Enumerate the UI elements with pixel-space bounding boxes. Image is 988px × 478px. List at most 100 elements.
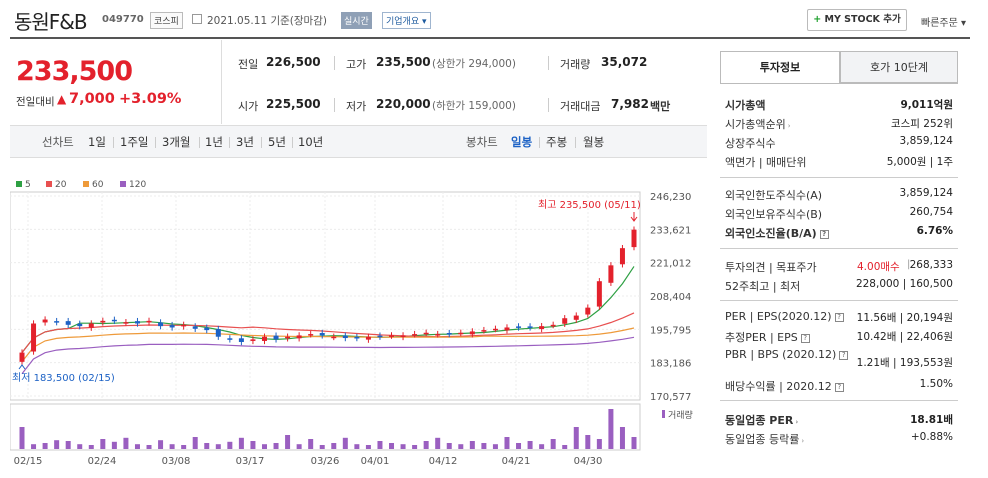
candle-body xyxy=(31,323,37,352)
candle-body xyxy=(250,339,256,341)
market-cap-rank-value: 코스피 252위 xyxy=(890,118,953,130)
shares-label: 상장주식수 xyxy=(725,137,776,150)
high-label: 고가 xyxy=(346,58,367,71)
volume-bar xyxy=(65,441,71,449)
x-tick-label: 04/12 xyxy=(429,456,458,467)
candle-body xyxy=(585,307,591,315)
volume-bar xyxy=(504,437,510,449)
period-5y[interactable]: 5년 xyxy=(268,135,286,149)
candle-body xyxy=(88,323,94,328)
price-date: 2021.05.11 기준(장마감) xyxy=(207,15,327,27)
period-separator xyxy=(199,137,200,148)
company-overview-dropdown[interactable]: 기업개요 ▾ xyxy=(382,12,431,29)
quick-order-dropdown[interactable]: 빠른주문 ▾ xyxy=(921,18,966,29)
change-value: 7,000 xyxy=(69,91,115,107)
chevron-right-icon: › xyxy=(795,418,799,426)
foreign-ratio-text: 외국인소진율(B/A) xyxy=(725,227,817,240)
foreign-ratio-label[interactable]: 외국인소진율(B/A)? xyxy=(725,225,829,241)
invest-divider xyxy=(720,248,958,249)
mystock-add-button[interactable]: + MY STOCK 추가 xyxy=(807,9,907,31)
dividend-label[interactable]: 배당수익률 | 2020.12? xyxy=(725,378,844,394)
current-price: 233,500 xyxy=(16,56,133,87)
info-icon[interactable]: ? xyxy=(834,382,844,392)
period-1d[interactable]: 1일 xyxy=(88,135,106,149)
opinion-value: 4.00매수 xyxy=(857,261,900,273)
moving-averages xyxy=(21,266,635,375)
candle-daily[interactable]: 일봉 xyxy=(511,135,533,149)
volume-legend-swatch xyxy=(662,410,665,418)
volume-bar xyxy=(400,444,406,449)
change-label: 전일대비 xyxy=(16,96,55,108)
tab-orderbook[interactable]: 호가 10단계 xyxy=(840,51,958,83)
volume-bar xyxy=(608,409,614,449)
volume-bars xyxy=(19,409,637,449)
per-label[interactable]: PER | EPS(2020.12)? xyxy=(725,310,844,323)
candle-body xyxy=(619,248,625,265)
candle-body xyxy=(469,331,475,335)
info-icon[interactable]: ? xyxy=(800,333,810,343)
est-per-label[interactable]: 추정PER | EPS? xyxy=(725,329,810,345)
low-label: 저가 xyxy=(346,100,367,113)
period-1y[interactable]: 1년 xyxy=(205,135,223,149)
change-percent: +3.09% xyxy=(119,91,182,107)
candle-body xyxy=(227,338,233,340)
market-cap-rank-label[interactable]: 시가총액순위 › xyxy=(725,116,791,132)
period-separator xyxy=(113,137,114,148)
volume-bar xyxy=(227,441,233,449)
max-arrow-head xyxy=(630,216,638,222)
market-cap-value: 9,011억원 xyxy=(900,99,953,111)
candle-body xyxy=(215,329,221,337)
volume-bar xyxy=(458,444,464,449)
candle-body xyxy=(412,334,418,336)
legend-label-0: 5 xyxy=(25,180,31,190)
week52-label: 52주최고 | 최저 xyxy=(725,280,801,293)
volume-bar xyxy=(562,445,568,449)
price-chart[interactable]: 5 20 60 120 246,230 233,621 221,012 208,404 195… xyxy=(10,160,707,472)
volume-bar xyxy=(631,437,637,449)
pbr-label[interactable]: PBR | BPS (2020.12)? xyxy=(725,348,849,361)
candle-weekly[interactable]: 주봉 xyxy=(546,135,568,149)
pbr-value: 1.21배 | 193,553원 xyxy=(856,357,953,369)
period-3y[interactable]: 3년 xyxy=(236,135,254,149)
volume-bar xyxy=(250,441,256,449)
volume-bar xyxy=(204,443,210,449)
candle-body xyxy=(238,338,244,343)
realtime-button[interactable]: 실시간 xyxy=(341,12,372,29)
candle-body xyxy=(377,335,383,338)
volume-bar xyxy=(469,441,475,449)
tab-invest-info[interactable]: 투자정보 xyxy=(720,51,840,83)
candle-body xyxy=(123,322,129,324)
ma-line-120 xyxy=(21,336,635,375)
period-10y[interactable]: 10년 xyxy=(298,135,324,149)
foreign-limit-label: 외국인한도주식수(A) xyxy=(725,189,823,202)
x-tick-label: 02/15 xyxy=(14,456,43,467)
volume-bar xyxy=(215,444,221,449)
period-3m[interactable]: 3개월 xyxy=(162,135,191,149)
volume-bar xyxy=(111,441,117,449)
info-icon[interactable]: ? xyxy=(819,229,829,239)
target-price-value: 268,333 xyxy=(909,259,953,271)
info-icon[interactable]: ? xyxy=(834,312,844,322)
legend-swatch-1 xyxy=(46,181,52,187)
upper-limit: (상한가 294,000) xyxy=(432,58,516,70)
market-cap-rank-text: 시가총액순위 xyxy=(725,118,786,131)
volume-bar xyxy=(423,441,429,449)
legend-label-2: 60 xyxy=(92,180,104,190)
candles xyxy=(19,226,637,366)
candle-body xyxy=(596,281,602,307)
candle-monthly[interactable]: 월봉 xyxy=(583,135,605,149)
volume-bar xyxy=(31,444,37,449)
pbr-text: PBR | BPS (2020.12) xyxy=(725,348,837,361)
period-1w[interactable]: 1주일 xyxy=(120,135,149,149)
volume-bar xyxy=(527,441,533,449)
foreign-limit-value: 3,859,124 xyxy=(899,187,953,199)
info-icon[interactable]: ? xyxy=(839,350,849,360)
volume-bar xyxy=(331,443,337,449)
sector-per-label[interactable]: 동일업종 PER › xyxy=(725,412,798,428)
sector-rate-label[interactable]: 동일업종 등락률 › xyxy=(725,431,804,447)
volume-bar xyxy=(412,445,418,449)
candle-body xyxy=(354,336,360,339)
opinion-separator: | xyxy=(907,259,911,270)
candle-body xyxy=(111,319,117,322)
y-tick-label: 183,186 xyxy=(650,359,691,370)
